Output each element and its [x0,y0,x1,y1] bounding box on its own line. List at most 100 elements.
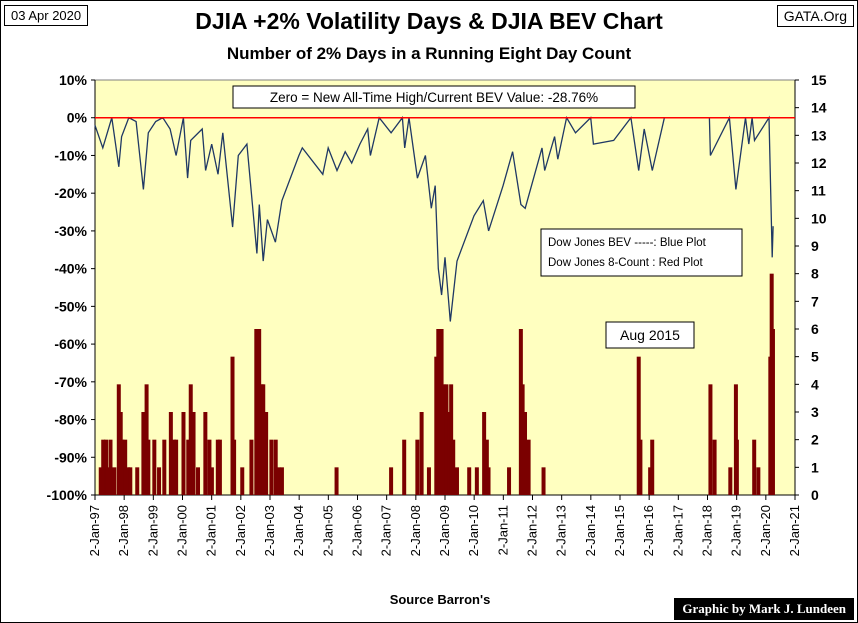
count-bar [126,467,131,495]
bev-series-line [94,115,774,322]
count-bar [734,439,739,495]
source-label: Source Barron's [389,592,491,607]
count-bar [261,384,266,495]
x-axis-tick-label: 2-Jan-11 [495,505,510,555]
x-axis-tick-label: 2-Jan-99 [145,505,160,556]
count-series [98,273,775,495]
right-axis-tick-label: 11 [811,183,826,199]
count-bar [112,467,117,495]
x-axis-tick-label: 2-Jan-10 [466,505,481,556]
count-bar [415,439,420,495]
count-bar [105,467,110,495]
count-bar [770,329,775,495]
count-bar [467,467,472,495]
right-axis-tick-label: 1 [811,459,819,475]
count-bar [230,356,235,495]
x-axis-tick-label: 2-Jan-18 [700,505,715,556]
count-bar [128,467,133,495]
count-bar [123,439,128,495]
count-bar [507,467,512,495]
zero-note-box: Zero = New All-Time High/Current BEV Val… [232,85,636,109]
count-bar [264,412,269,495]
count-bar [482,412,487,495]
count-bar [215,439,220,495]
count-bar [712,439,717,495]
count-bar [135,467,140,495]
site-label: GATA.Org [776,5,854,27]
x-axis-tick-label: 2-Jan-19 [729,505,744,556]
count-bar [157,467,162,495]
legend-line-1: Dow Jones BEV -----: Blue Plot [548,237,707,249]
count-bar [756,467,761,495]
x-axis-tick-label: 2-Jan-16 [641,505,656,556]
left-axis-tick-label: -100% [47,487,88,503]
count-bar [402,439,407,495]
count-bar [279,467,284,495]
left-axis-tick-label: 0% [67,110,88,126]
x-axis-tick-label: 2-Jan-00 [175,505,190,556]
count-bar [541,467,546,495]
count-bar [451,439,456,495]
left-axis-tick-label: -50% [54,298,87,314]
x-axis-tick-label: 2-Jan-01 [204,505,219,556]
count-bar [232,439,237,495]
count-bar [146,439,151,495]
count-bar [203,412,208,495]
legend-box: Dow Jones BEV -----: Blue Plot Dow Jones… [540,228,743,277]
count-bar [389,467,394,495]
right-axis-tick-label: 12 [811,155,827,171]
left-axis-tick-label: -70% [54,374,87,390]
x-axis: 2-Jan-97 2-Jan-98 2-Jan-99 2-Jan-00 2-Jan-01… [87,494,802,556]
count-bar [648,467,653,495]
left-axis-tick-label: 10% [59,72,88,88]
count-bar [101,439,106,495]
left-axis-tick-label: -10% [54,147,87,163]
count-bar [273,439,278,495]
x-axis-tick-label: 2-Jan-15 [612,505,627,556]
x-axis-tick-label: 2-Jan-13 [554,505,569,556]
count-bar [98,467,103,495]
count-bar [240,467,245,495]
x-axis-tick-label: 2-Jan-17 [670,505,685,556]
count-bar [526,439,531,495]
left-axis-tick-label: -40% [54,261,87,277]
x-axis-tick-label: 2-Jan-12 [525,505,540,556]
x-axis-tick-label: 2-Jan-03 [262,505,277,556]
left-axis-tick-label: -90% [54,449,87,465]
count-bar [454,467,459,495]
count-bar [188,384,193,495]
x-axis-tick-label: 2-Jan-08 [408,505,423,556]
count-bar [708,384,713,495]
x-axis-tick-label: 2-Jan-21 [787,505,802,556]
zero-note-text: Zero = New All-Time High/Current BEV Val… [270,90,598,105]
count-bar [426,467,431,495]
count-bar [269,439,274,495]
right-axis-tick-label: 8 [811,266,819,282]
right-axis-tick-label: 10 [811,210,827,226]
count-bar [638,439,643,495]
right-axis-tick-label: 4 [811,376,819,392]
right-axis-tick-label: 2 [811,432,819,448]
legend-line-2: Dow Jones 8-Count : Red Plot [548,257,703,269]
left-axis-tick-label: -80% [54,412,87,428]
x-axis-tick-label: 2-Jan-04 [291,505,306,556]
count-bar [523,412,528,495]
count-bar [484,439,489,495]
count-bar [217,439,222,495]
count-bar [444,384,449,495]
x-axis-tick-label: 2-Jan-05 [320,505,335,556]
x-axis-tick-label: 2-Jan-20 [758,505,773,556]
count-bar [474,467,479,495]
chart-subtitle: Number of 2% Days in a Running Eight Day… [226,44,632,63]
right-axis-tick-label: 6 [811,321,819,337]
count-bar [650,439,655,495]
count-bar [207,439,212,495]
count-bar [257,329,262,495]
x-axis-tick-label: 2-Jan-06 [350,505,365,556]
count-bar [752,439,757,495]
count-bar [162,439,167,495]
date-label: 03 Apr 2020 [4,5,89,26]
count-bar [168,412,173,495]
count-bar [249,439,254,495]
